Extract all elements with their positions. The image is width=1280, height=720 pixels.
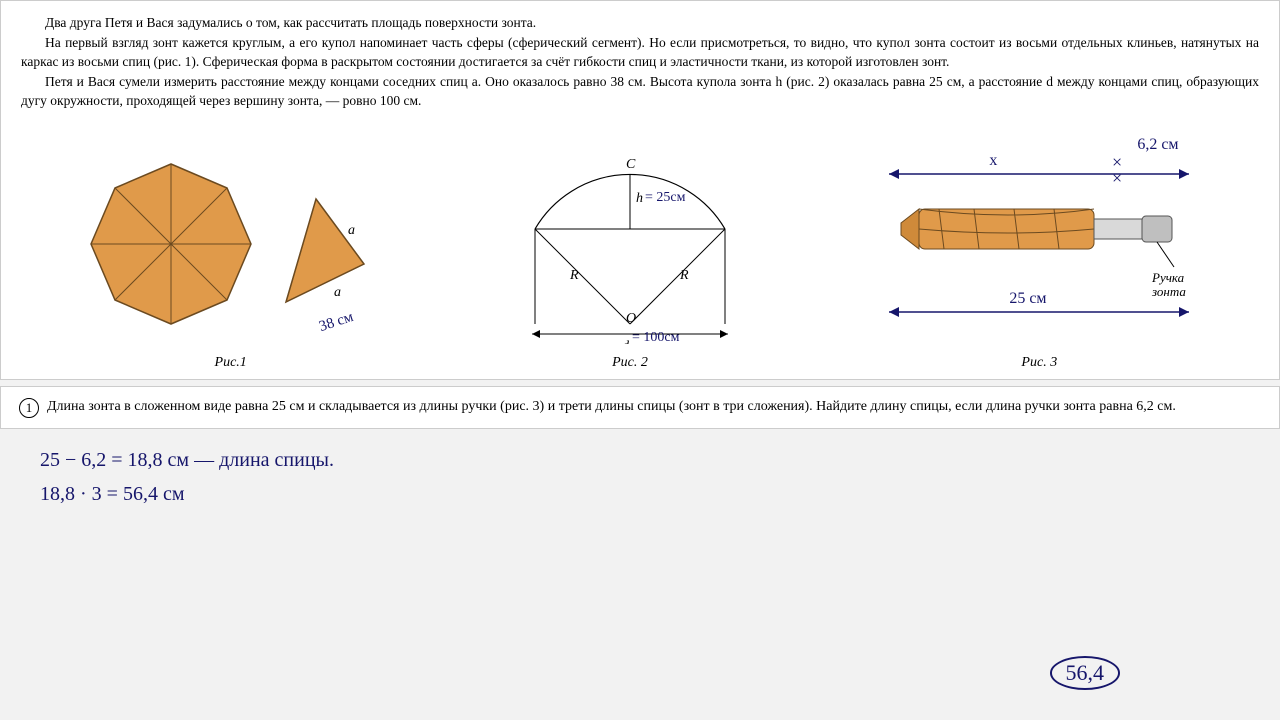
svg-text:×: × xyxy=(1112,168,1122,188)
figure-1: a a 38 см Рис.1 xyxy=(71,134,391,371)
solution-block: 25 − 6,2 = 18,8 см — длина спицы. 18,8 ·… xyxy=(0,435,1280,519)
question-number: 1 xyxy=(19,398,39,418)
fig2-caption: Рис. 2 xyxy=(490,355,770,371)
fig3-x: x xyxy=(989,152,997,170)
question-text: Длина зонта в сложенном виде равна 25 см… xyxy=(47,397,1176,417)
svg-text:R: R xyxy=(569,268,579,283)
problem-p3: Петя и Вася сумели измерить расстояние м… xyxy=(21,72,1259,111)
svg-text:R: R xyxy=(679,268,689,283)
svg-text:d: d xyxy=(622,339,630,344)
problem-p1: Два друга Петя и Вася задумались о том, … xyxy=(21,13,1259,33)
solution-line-2: 18,8 · 3 = 56,4 см xyxy=(40,477,1240,511)
svg-text:h: h xyxy=(636,191,643,206)
final-answer: 56,4 xyxy=(1050,656,1121,690)
fig3-bottom-meas: 25 см xyxy=(1009,290,1046,308)
svg-text:зонта: зонта xyxy=(1151,284,1186,299)
fig2-h-value: = 25см xyxy=(645,190,685,206)
figure-2: C h R R O d = 25см = 100см Рис. 2 xyxy=(490,134,770,371)
figure-3: × × Ручка xyxy=(869,134,1209,371)
fig3-top-meas: 6,2 см xyxy=(1137,136,1178,154)
fig2-d-value: = 100см xyxy=(632,330,679,346)
problem-statement: Два друга Петя и Вася задумались о том, … xyxy=(0,0,1280,380)
question-1: 1 Длина зонта в сложенном виде равна 25 … xyxy=(0,386,1280,429)
svg-text:a: a xyxy=(348,223,355,238)
fig1-caption: Рис.1 xyxy=(71,355,391,371)
problem-p2: На первый взгляд зонт кажется круглым, а… xyxy=(21,33,1259,72)
figures-row: a a 38 см Рис.1 xyxy=(21,121,1259,371)
solution-line-1: 25 − 6,2 = 18,8 см — длина спицы. xyxy=(40,443,1240,477)
svg-text:C: C xyxy=(626,157,636,172)
fig3-caption: Рис. 3 xyxy=(869,355,1209,371)
svg-text:a: a xyxy=(334,285,341,300)
svg-text:Ручка: Ручка xyxy=(1151,270,1185,285)
svg-text:O: O xyxy=(626,311,636,326)
